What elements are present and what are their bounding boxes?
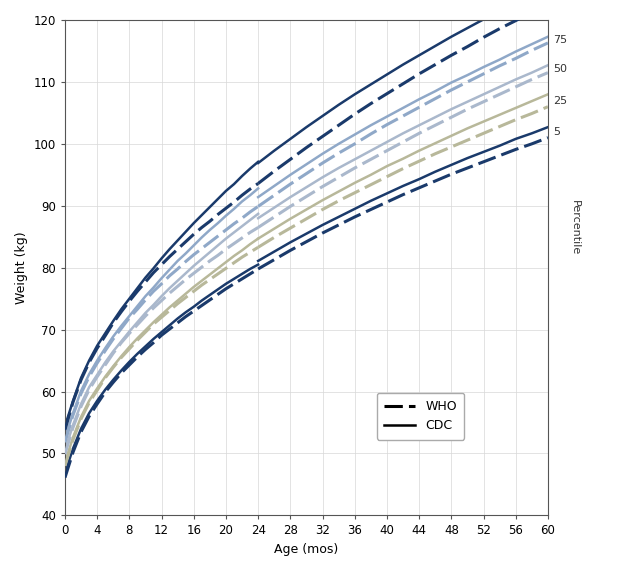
Text: Percentile: Percentile <box>570 200 579 256</box>
Text: 5: 5 <box>554 127 561 138</box>
Text: 75: 75 <box>554 35 568 45</box>
Text: 50: 50 <box>554 64 568 74</box>
Text: 25: 25 <box>554 95 568 106</box>
X-axis label: Age (mos): Age (mos) <box>275 543 339 556</box>
Y-axis label: Weight (kg): Weight (kg) <box>15 231 28 304</box>
Text: 95: 95 <box>0 570 1 571</box>
Legend: WHO, CDC: WHO, CDC <box>376 392 465 440</box>
